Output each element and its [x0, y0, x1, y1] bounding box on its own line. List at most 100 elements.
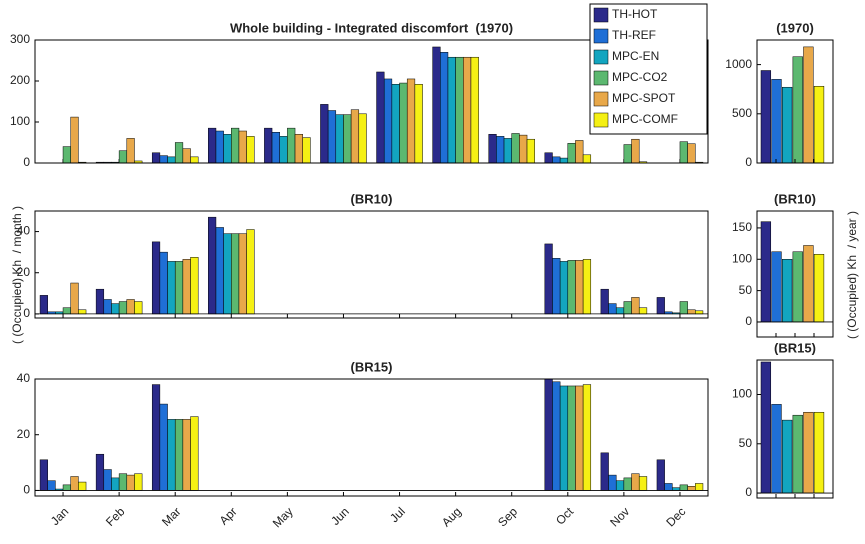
- bar: [567, 260, 576, 315]
- y-tick-label: 100: [732, 251, 752, 265]
- bar: [134, 301, 143, 315]
- bar: [126, 138, 135, 164]
- bar: [552, 381, 561, 491]
- x-tick-label: Jun: [328, 504, 352, 528]
- axes-box: [34, 378, 709, 497]
- bar: [544, 243, 553, 315]
- bar: [623, 301, 632, 315]
- bar: [687, 143, 696, 164]
- bar: [552, 156, 561, 164]
- bar: [271, 132, 280, 164]
- bar: [496, 136, 505, 164]
- bar: [771, 404, 782, 494]
- chart-title: (BR15): [774, 340, 816, 355]
- y-tick-label: 0: [745, 314, 752, 328]
- chart-title: (BR10): [351, 191, 393, 206]
- bar: [78, 481, 87, 491]
- bar: [575, 140, 584, 164]
- bar: [190, 416, 199, 491]
- bar: [463, 56, 472, 164]
- bar: [246, 136, 255, 164]
- bar: [103, 469, 112, 491]
- bar: [159, 403, 168, 491]
- legend-label: TH-REF: [612, 28, 656, 42]
- bar: [231, 233, 240, 315]
- bar: [792, 414, 803, 494]
- bar: [608, 474, 617, 491]
- bar: [631, 297, 640, 315]
- bar: [383, 78, 393, 164]
- bar: [167, 261, 176, 315]
- chart-title: (BR10): [774, 191, 816, 206]
- bar: [70, 116, 79, 164]
- bar: [78, 309, 87, 315]
- bar: [47, 480, 56, 491]
- y-tick-label: 20: [17, 427, 31, 441]
- y-axis-label: ( (Occupied) Kh / month ): [10, 206, 24, 344]
- bar: [406, 78, 416, 164]
- bar: [760, 70, 772, 164]
- y-tick-label: 0: [745, 155, 752, 169]
- bar: [679, 301, 688, 315]
- bar: [679, 141, 688, 164]
- legend-swatch: [593, 7, 609, 23]
- bar: [638, 476, 648, 491]
- legend-swatch: [593, 28, 609, 44]
- y-tick-label: 500: [732, 106, 752, 120]
- bar: [39, 459, 48, 491]
- bar: [95, 288, 105, 315]
- legend-swatch: [593, 91, 609, 107]
- y-tick-label: 50: [739, 283, 753, 297]
- bar: [174, 142, 184, 164]
- bar: [190, 257, 199, 315]
- y-tick-label: 100: [732, 387, 752, 401]
- bar: [782, 419, 793, 494]
- bar: [582, 259, 592, 315]
- x-tick-label: Mar: [159, 504, 184, 529]
- x-tick-label: May: [270, 504, 296, 530]
- bar: [343, 114, 352, 164]
- bar: [327, 110, 337, 164]
- bar: [399, 82, 408, 164]
- bar: [567, 385, 576, 491]
- bar: [126, 299, 135, 315]
- bar: [600, 452, 609, 491]
- bar: [134, 473, 143, 491]
- bar: [111, 477, 120, 491]
- bar: [679, 484, 688, 491]
- x-tick-label: Feb: [103, 504, 128, 529]
- bar: [103, 299, 112, 315]
- bar: [159, 251, 168, 315]
- bar: [350, 109, 360, 164]
- bar: [771, 79, 782, 164]
- legend-swatch: [593, 49, 609, 65]
- bar: [238, 130, 247, 164]
- x-tick-label: Dec: [663, 504, 688, 529]
- bar: [246, 229, 255, 315]
- bar: [447, 56, 456, 164]
- bar: [223, 134, 232, 164]
- bar: [167, 156, 176, 164]
- y-tick-label: 0: [745, 485, 752, 499]
- chart-title: (1970): [776, 20, 814, 35]
- bar: [615, 480, 625, 491]
- bar: [190, 156, 199, 164]
- chart-title: (BR15): [351, 359, 393, 374]
- bar: [782, 259, 793, 323]
- bar: [656, 297, 665, 315]
- bar: [151, 384, 161, 491]
- bar: [771, 251, 782, 323]
- bar: [432, 46, 441, 164]
- bar: [151, 241, 161, 315]
- legend-label: TH-HOT: [612, 7, 658, 21]
- bar: [167, 419, 176, 491]
- x-tick-label: Apr: [217, 504, 240, 527]
- bar: [813, 411, 825, 494]
- bar: [126, 474, 135, 491]
- legend-swatch: [593, 112, 609, 128]
- bar: [159, 155, 168, 164]
- y-axis-label: ( (Occupied) Kh / year ): [845, 211, 859, 339]
- axes-box: [34, 39, 709, 164]
- bar: [279, 136, 288, 164]
